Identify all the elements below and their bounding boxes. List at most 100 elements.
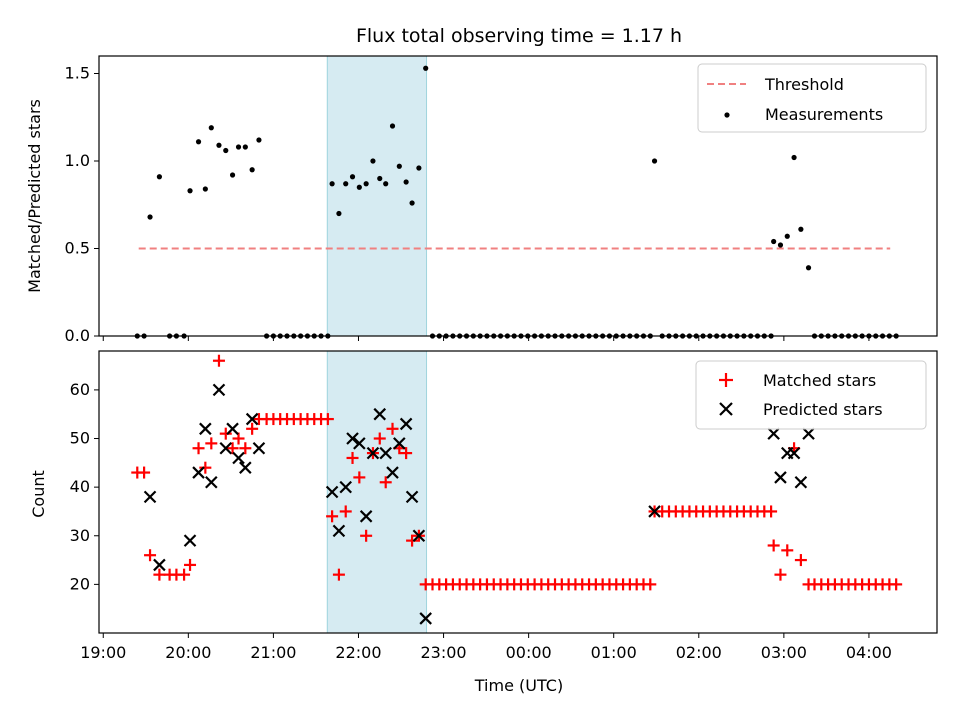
bottom-y-tick-label: 40 xyxy=(70,477,90,496)
predicted-legend-swatch xyxy=(719,402,733,416)
measurement-point xyxy=(777,242,784,248)
predicted-marker-stroke xyxy=(212,383,226,397)
measurement-point xyxy=(423,65,429,71)
matched-star-marker xyxy=(644,578,657,591)
bottom-legend-box xyxy=(695,360,927,430)
predicted-legend-label: Predicted stars xyxy=(763,400,883,419)
predicted-marker-stroke xyxy=(183,534,197,547)
x-tick-label: 21:00 xyxy=(250,643,296,662)
measurement-point xyxy=(229,172,236,178)
predicted-marker-stroke xyxy=(393,437,406,450)
predicted-star-marker xyxy=(353,437,366,450)
predicted-star-marker xyxy=(774,471,787,484)
matched-star-marker xyxy=(346,451,359,464)
matched-star-marker xyxy=(353,471,366,484)
measurement-point xyxy=(389,123,396,129)
top-legend-box xyxy=(697,63,927,133)
predicted-star-marker xyxy=(359,510,373,523)
measurement-point xyxy=(249,167,255,173)
predicted-star-marker xyxy=(648,505,661,518)
measurement-point xyxy=(356,184,362,190)
predicted-marker-stroke xyxy=(192,466,205,479)
top-y-tick-label: 0.0 xyxy=(65,326,90,345)
measurement-point xyxy=(235,144,242,150)
measurement-point xyxy=(336,210,342,217)
measurement-point xyxy=(651,158,658,164)
predicted-star-marker xyxy=(373,407,387,421)
matched-star-marker xyxy=(890,578,903,591)
predicted-marker-stroke xyxy=(325,485,339,499)
predicted-marker-stroke xyxy=(219,441,233,455)
matched-star-marker xyxy=(332,568,345,581)
matched-star-marker xyxy=(144,549,157,562)
predicted-marker-stroke xyxy=(794,475,808,489)
top-y-ticks: 0.0 0.5 1.0 1.5 xyxy=(65,64,99,345)
measurement-point xyxy=(409,200,415,206)
predicted-star-marker xyxy=(232,451,245,465)
x-tick-label: 20:00 xyxy=(165,643,211,662)
matched-star-marker xyxy=(321,413,334,426)
matched-star-marker xyxy=(765,505,778,518)
predicted-star-marker xyxy=(226,422,239,436)
matched-star-marker xyxy=(339,505,352,518)
bottom-plot-frame xyxy=(98,350,938,634)
measurement-point xyxy=(147,214,153,220)
matched-legend-label: Matched stars xyxy=(763,371,876,390)
measurement-point xyxy=(329,181,335,187)
matched-star-marker xyxy=(226,442,239,455)
predicted-marker-stroke xyxy=(419,612,432,625)
predicted-star-marker xyxy=(412,529,426,543)
matched-star-marker xyxy=(794,554,807,567)
top-y-axis-label: Matched/Predicted stars xyxy=(25,99,44,293)
predicted-marker-stroke xyxy=(245,412,259,426)
matched-star-marker xyxy=(219,427,232,440)
predicted-marker-stroke xyxy=(143,490,157,504)
bottom-x-ticks: 19:00 20:00 21:00 22:00 23:00 00:00 01:00 02:00… xyxy=(80,633,892,662)
predicted-star-marker xyxy=(205,475,218,489)
predicted-star-markers xyxy=(143,383,815,625)
predicted-star-marker xyxy=(143,490,157,504)
predicted-star-marker xyxy=(787,446,801,460)
measurement-point xyxy=(363,181,369,187)
matched-star-marker xyxy=(239,442,252,455)
predicted-marker-stroke xyxy=(648,505,661,518)
predicted-star-marker xyxy=(245,412,259,426)
chart-title: Flux total observing time = 1.17 h xyxy=(356,25,682,47)
measurement-point xyxy=(187,188,193,194)
matched-star-marker xyxy=(774,568,787,581)
bottom-y-axis-label: Count xyxy=(29,470,48,518)
predicted-marker-stroke xyxy=(386,466,399,479)
predicted-star-marker xyxy=(153,558,166,572)
bottom-shaded-interval xyxy=(326,350,428,634)
matched-star-marker xyxy=(326,510,339,523)
x-tick-label: 04:00 xyxy=(846,643,892,662)
measurements-legend-label: Measurements xyxy=(765,105,883,124)
measurement-point xyxy=(223,147,229,154)
predicted-star-marker xyxy=(239,461,252,474)
predicted-star-marker xyxy=(386,466,399,479)
predicted-star-marker xyxy=(346,432,359,445)
predicted-marker-stroke xyxy=(346,432,359,445)
predicted-star-marker xyxy=(192,466,205,479)
bottom-y-tick-label: 50 xyxy=(70,429,90,448)
measurement-point xyxy=(156,174,163,180)
x-tick-label: 22:00 xyxy=(335,643,381,662)
predicted-marker-stroke xyxy=(239,461,252,474)
x-tick-label: 02:00 xyxy=(676,643,722,662)
measurement-point xyxy=(377,175,383,182)
bottom-panel: 20 30 40 50 60 19:00 20:00 21:00 22:00 23:00 00:0… xyxy=(29,350,938,695)
bottom-y-tick-label: 20 xyxy=(70,574,90,593)
x-tick-label: 23:00 xyxy=(421,643,467,662)
predicted-star-marker xyxy=(219,441,233,455)
top-x-ticks xyxy=(102,336,870,341)
predicted-star-marker xyxy=(252,441,266,455)
top-y-tick-label: 1.0 xyxy=(65,151,90,170)
predicted-star-marker xyxy=(405,490,419,504)
predicted-star-marker xyxy=(794,475,808,489)
predicted-marker-stroke xyxy=(232,451,245,465)
matched-star-marker xyxy=(138,466,151,479)
x-tick-label: 01:00 xyxy=(591,643,637,662)
measurement-point xyxy=(343,181,349,187)
predicted-marker-stroke xyxy=(153,558,166,572)
